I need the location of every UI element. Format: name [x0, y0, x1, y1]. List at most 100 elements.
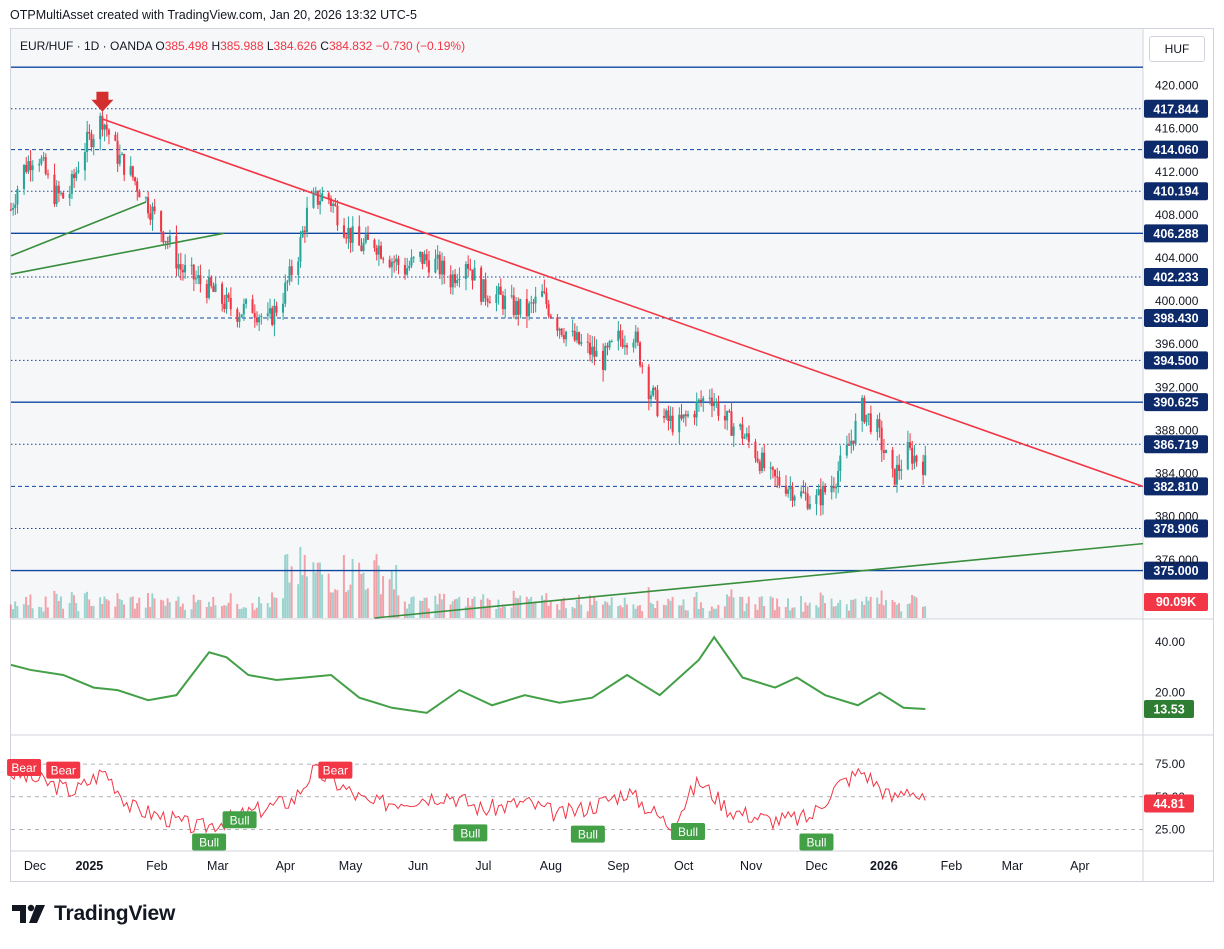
volume-bar: [789, 610, 792, 618]
candle-body: [578, 332, 581, 344]
candle-body: [375, 247, 378, 255]
trendline-down: [102, 118, 1144, 488]
volume-bar: [103, 596, 106, 618]
volume-bar: [571, 606, 574, 618]
level-price-tag: [1144, 519, 1208, 538]
volume-bar: [205, 607, 208, 618]
candle-body: [684, 414, 687, 417]
candle-body: [678, 414, 681, 433]
chart-frame[interactable]: [10, 28, 1214, 882]
volume-bar: [891, 600, 894, 618]
volume-bar: [671, 596, 674, 618]
volume-bar: [443, 593, 446, 618]
candle-body: [547, 304, 550, 316]
volume-bar: [321, 574, 324, 618]
volume-bar: [88, 599, 91, 618]
rsi-line: [10, 764, 926, 834]
adx-line: [10, 635, 926, 714]
x-tick-label: Mar: [1002, 859, 1024, 873]
candle-body: [623, 345, 626, 347]
candle-body: [14, 204, 17, 209]
volume-bar: [168, 602, 171, 618]
volume-bar: [53, 590, 56, 618]
level-price-tag: [1144, 561, 1208, 580]
volume-bar: [364, 589, 367, 618]
volume-bar: [27, 605, 30, 618]
candle-body: [693, 414, 696, 418]
open-value: 385.498: [164, 39, 209, 53]
candle-body: [893, 468, 896, 485]
volume-bar: [608, 605, 611, 618]
level-price-tag: [1144, 140, 1208, 159]
candle-body: [221, 283, 224, 304]
attribution-header: OTPMultiAsset created with TradingView.c…: [10, 8, 417, 22]
volume-bar: [72, 595, 75, 618]
currency-button[interactable]: HUF: [1149, 36, 1205, 62]
symbol-label[interactable]: EUR/HUF · 1D · OANDA: [20, 39, 153, 53]
volume-bar: [25, 596, 28, 618]
x-tick-label: Feb: [146, 859, 168, 873]
volume-bar: [286, 554, 289, 618]
candle-body: [662, 416, 665, 418]
volume-bar: [464, 606, 467, 618]
volume-bar: [656, 600, 659, 618]
candle-body: [244, 299, 248, 304]
level-price-tag: [1144, 182, 1208, 201]
candle-body: [882, 450, 885, 453]
volume-bar: [397, 595, 400, 618]
candle-body: [153, 206, 156, 212]
volume-bar: [390, 570, 393, 618]
candle-body: [549, 315, 552, 318]
candle-body: [514, 301, 517, 315]
candle-body: [634, 331, 637, 343]
volume-bar: [863, 604, 866, 618]
volume-bar: [408, 603, 411, 618]
candle-body: [184, 265, 187, 273]
volume-bar: [754, 604, 757, 618]
volume-bar: [652, 603, 654, 618]
candle-body: [410, 257, 413, 266]
volume-bar: [558, 609, 561, 618]
volume-bar: [882, 605, 885, 618]
volume-bar: [808, 602, 811, 618]
volume-bar: [632, 604, 635, 618]
volume-bar: [665, 605, 668, 618]
volume-bar: [876, 597, 879, 618]
candle-body: [680, 414, 683, 419]
candle-body: [656, 390, 659, 417]
tradingview-logo[interactable]: TradingView: [12, 902, 175, 926]
volume-bar: [763, 605, 766, 618]
candle-body: [501, 294, 504, 310]
candle-body: [571, 330, 574, 332]
volume-bar: [710, 606, 713, 618]
volume-bar: [906, 603, 909, 618]
candle-body: [29, 161, 32, 171]
bear-signal-label: Bear: [51, 764, 76, 778]
candle-body: [884, 449, 888, 453]
candle-body: [116, 140, 119, 164]
volume-bar: [379, 594, 382, 618]
candle-body: [850, 440, 853, 446]
volume-bar: [715, 608, 718, 618]
candle-body: [123, 153, 126, 175]
volume-bar: [162, 600, 165, 618]
volume-bar: [678, 605, 681, 618]
volume-bar: [695, 592, 698, 618]
volume-bar: [469, 606, 472, 618]
volume-bar: [29, 594, 32, 618]
candle-body: [517, 301, 520, 315]
volume-bar: [440, 599, 443, 618]
volume-bar: [40, 607, 43, 618]
level-price-tag: [1144, 224, 1208, 243]
candle-body: [869, 413, 872, 432]
volume-bar: [697, 608, 700, 618]
volume-bar: [153, 598, 156, 618]
volume-bar: [251, 603, 254, 618]
candle-body: [299, 237, 302, 262]
candle-body: [303, 230, 306, 233]
low-value: 384.626: [273, 39, 317, 53]
bull-signal-badge: [570, 825, 605, 843]
bear-signal-badge: [7, 759, 42, 777]
volume-bar: [258, 596, 260, 618]
